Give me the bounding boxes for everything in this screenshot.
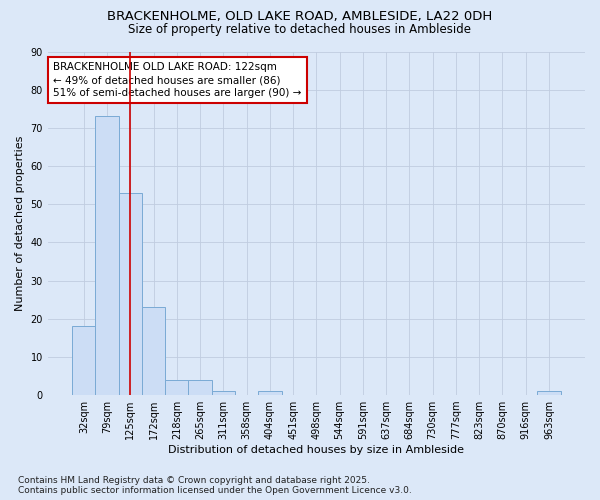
Text: Size of property relative to detached houses in Ambleside: Size of property relative to detached ho… bbox=[128, 22, 472, 36]
Bar bbox=[212, 392, 235, 395]
Bar bbox=[188, 380, 212, 395]
Bar bbox=[95, 116, 119, 395]
X-axis label: Distribution of detached houses by size in Ambleside: Distribution of detached houses by size … bbox=[169, 445, 464, 455]
Bar bbox=[142, 308, 165, 395]
Bar bbox=[258, 392, 281, 395]
Text: Contains HM Land Registry data © Crown copyright and database right 2025.
Contai: Contains HM Land Registry data © Crown c… bbox=[18, 476, 412, 495]
Bar bbox=[72, 326, 95, 395]
Y-axis label: Number of detached properties: Number of detached properties bbox=[15, 136, 25, 311]
Text: BRACKENHOLME, OLD LAKE ROAD, AMBLESIDE, LA22 0DH: BRACKENHOLME, OLD LAKE ROAD, AMBLESIDE, … bbox=[107, 10, 493, 23]
Bar bbox=[119, 193, 142, 395]
Text: BRACKENHOLME OLD LAKE ROAD: 122sqm
← 49% of detached houses are smaller (86)
51%: BRACKENHOLME OLD LAKE ROAD: 122sqm ← 49%… bbox=[53, 62, 302, 98]
Bar bbox=[165, 380, 188, 395]
Bar bbox=[538, 392, 560, 395]
